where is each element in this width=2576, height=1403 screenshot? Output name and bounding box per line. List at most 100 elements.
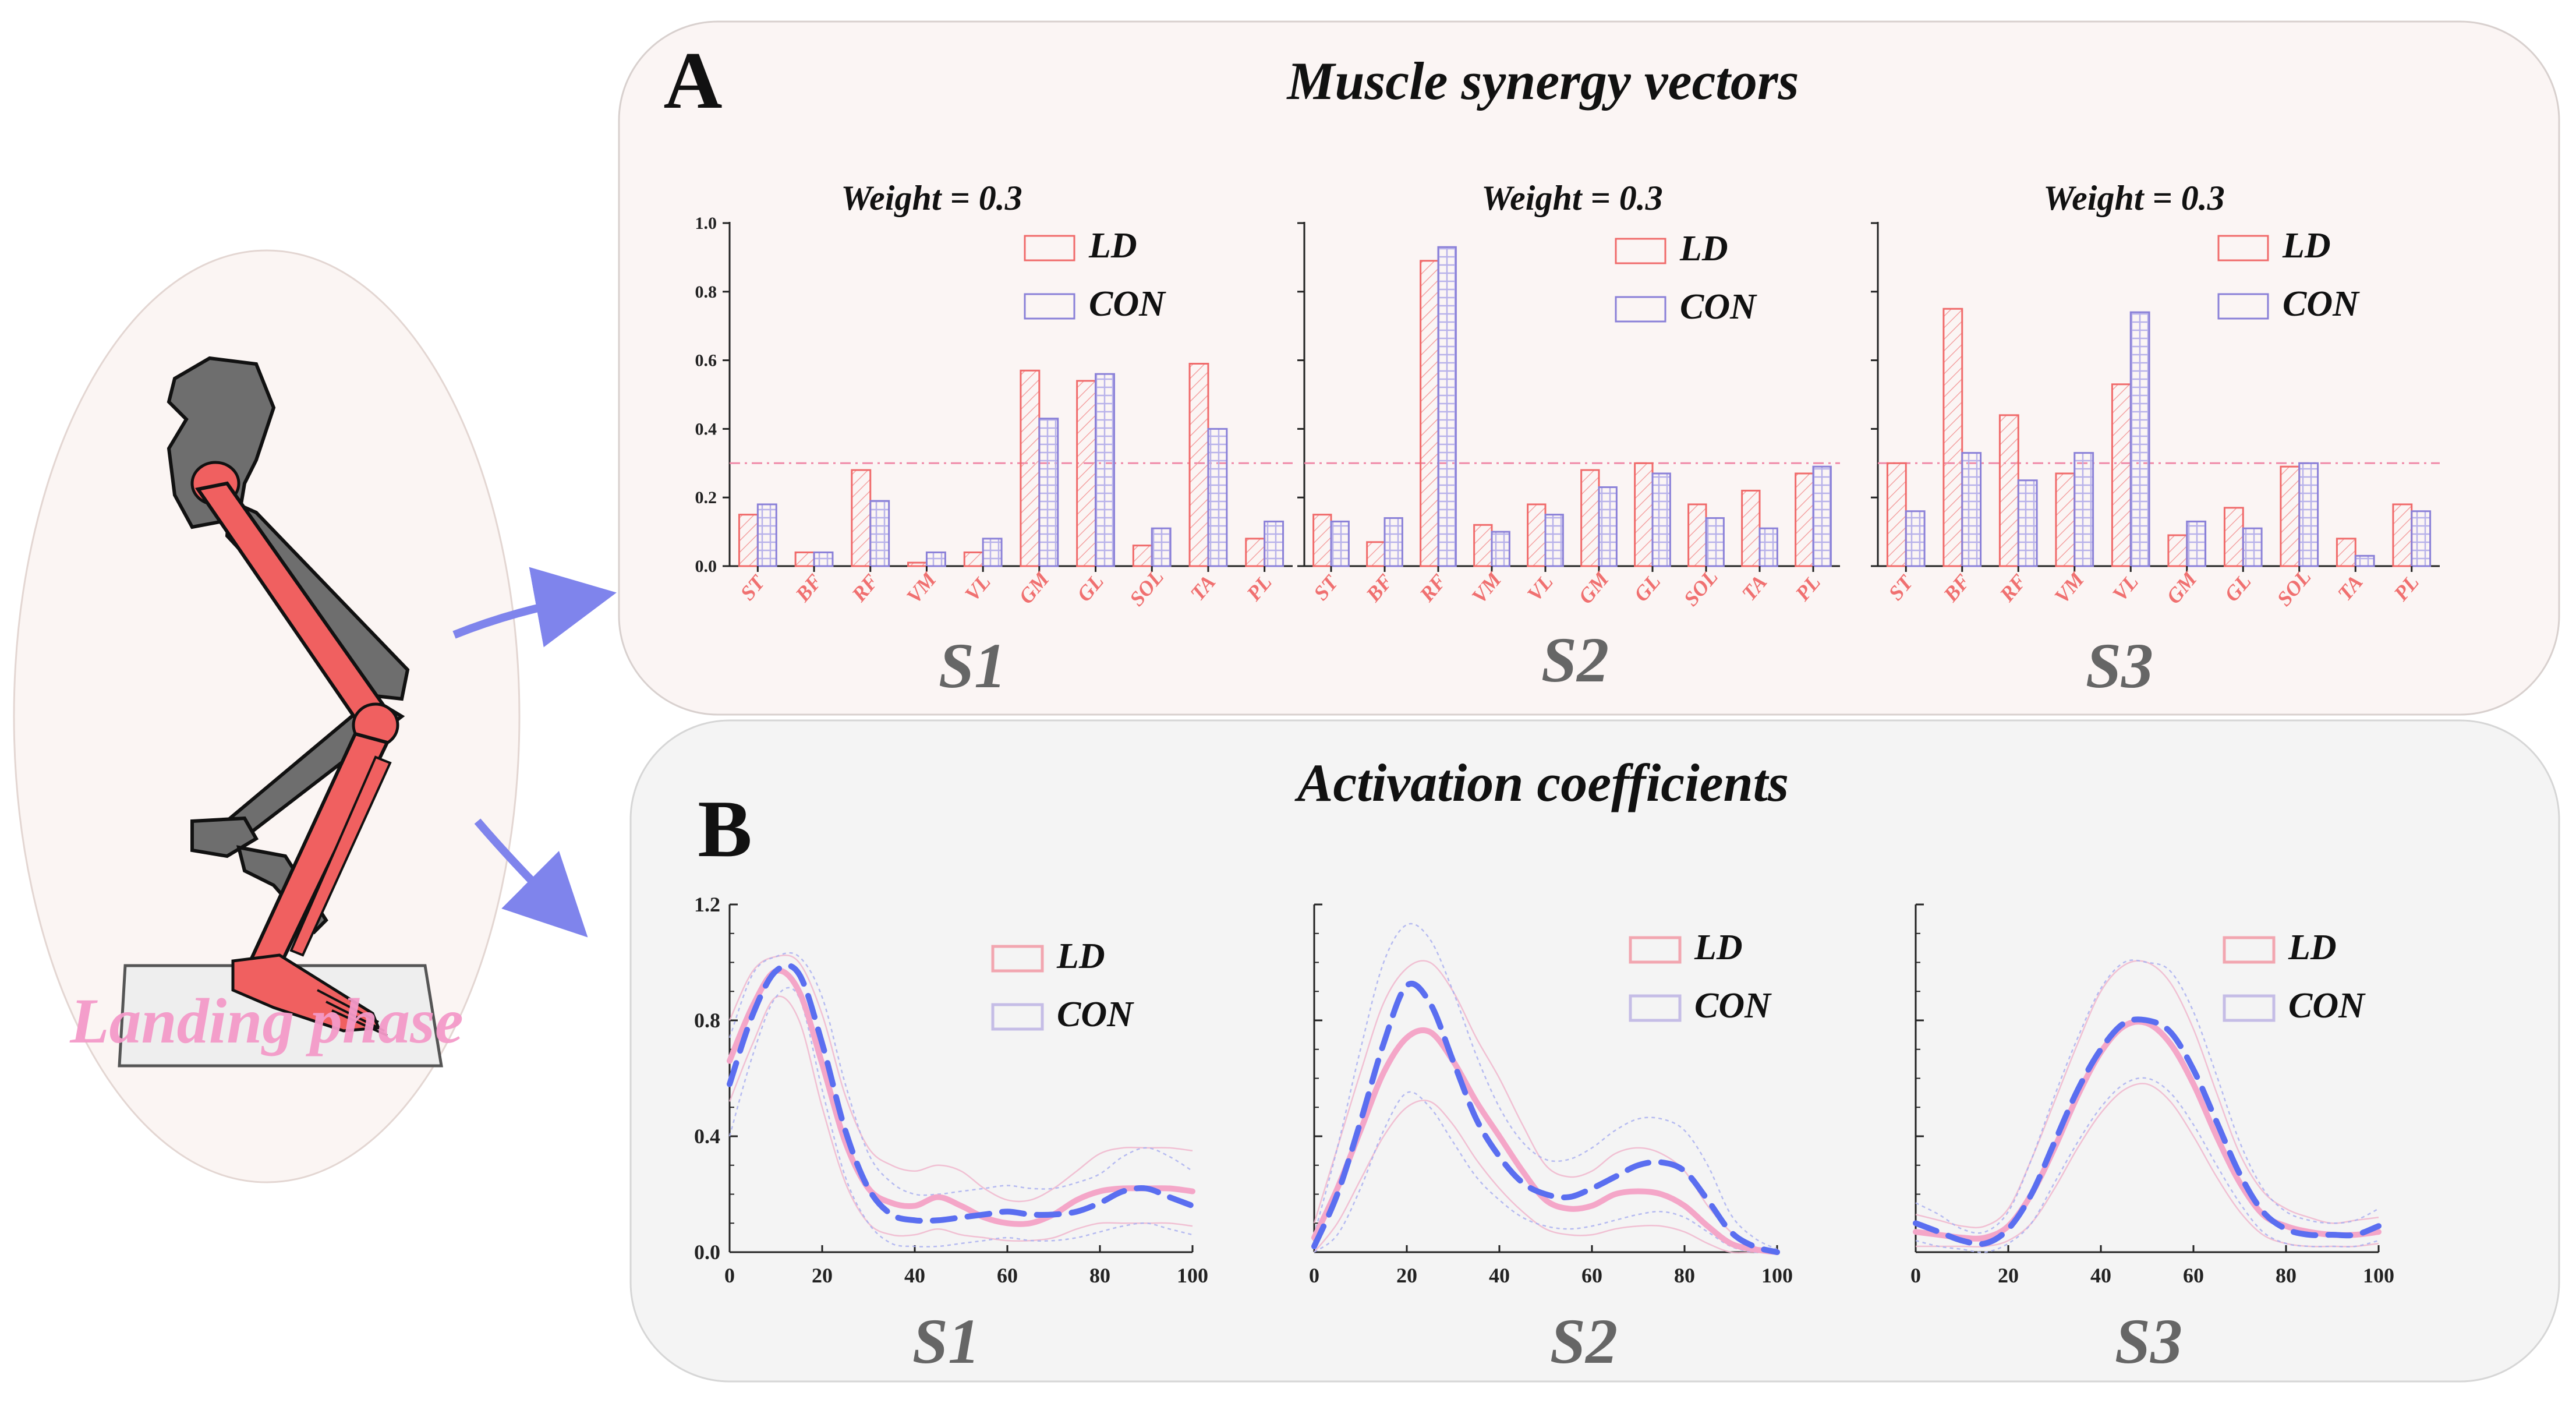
bar-con-vl xyxy=(982,538,1003,567)
legend: LD CON xyxy=(2217,226,2360,324)
y-tick-label: 0.0 xyxy=(695,557,717,576)
bar-ld-sol xyxy=(2280,465,2301,567)
legend: LD CON xyxy=(991,936,1134,1034)
y-tick-label: 1.0 xyxy=(695,214,717,233)
illustration-background xyxy=(13,249,521,1183)
legend-con-swatch xyxy=(1629,994,1682,1022)
legend-con-swatch xyxy=(1615,296,1666,323)
synergy-label: S3 xyxy=(2115,1306,2182,1377)
band-ld-lower xyxy=(728,995,1193,1242)
panel-b-background xyxy=(629,719,2560,1383)
toes-detail-icon xyxy=(317,989,388,1037)
legend-ld-swatch xyxy=(1615,238,1666,264)
x-tick-label: 40 xyxy=(2090,1264,2111,1287)
bar-con-ta xyxy=(2354,554,2375,567)
bar-ld-pl xyxy=(1245,538,1266,567)
bar-con-st xyxy=(1905,510,1926,567)
panel-a-background xyxy=(618,20,2560,716)
x-tick-label: 0 xyxy=(1910,1264,1921,1287)
bar-charts: 0.00.20.40.60.81.0ST BF RF VM VL GM GL SOL TA PLW… xyxy=(695,179,2440,701)
bar-ld-vm xyxy=(907,561,928,567)
bar-ld-gm xyxy=(1580,469,1600,567)
bar-ld-bf xyxy=(1942,308,1963,567)
bar-ld-vm xyxy=(1473,524,1493,567)
x-tick-label: 100 xyxy=(2363,1264,2394,1287)
bar-ld-rf xyxy=(1998,414,2019,567)
bar-con-vl xyxy=(2129,311,2150,567)
x-tick-label: 40 xyxy=(1489,1264,1510,1287)
legend-ld-label: LD xyxy=(1694,928,1743,967)
bar-ld-st xyxy=(1886,462,1907,567)
bar-ld-sol xyxy=(1132,545,1153,567)
bar-con-sol xyxy=(1705,517,1725,567)
y-tick-label: 0.8 xyxy=(694,1009,720,1032)
line-chart-s2: 0 20 40 60 80 100 LD CON S2 xyxy=(1309,903,1793,1377)
bar-con-bf xyxy=(813,551,834,567)
bar-ld-st xyxy=(1312,514,1332,567)
bar-ld-pl xyxy=(2392,503,2413,567)
band-ld-lower xyxy=(1314,1100,1777,1254)
x-tick-label: 60 xyxy=(2183,1264,2204,1287)
band-con-lower xyxy=(1314,1091,1778,1253)
bar-con-vl xyxy=(1544,514,1564,567)
legend-con-label: CON xyxy=(1057,995,1134,1034)
y-tick-label: 1.2 xyxy=(694,893,720,916)
bar-con-rf xyxy=(2017,479,2038,567)
synergy-label: S2 xyxy=(1550,1306,1618,1377)
series-line-con xyxy=(1913,1016,2382,1247)
series-line-con xyxy=(727,962,1195,1224)
arrow-to-panel-b-icon xyxy=(474,818,588,938)
bar-ld-rf xyxy=(851,469,872,567)
series-line-ld xyxy=(727,967,1195,1227)
bar-ld-gl xyxy=(1076,380,1097,567)
bar-ld-gm xyxy=(2167,534,2188,567)
weight-annotation: Weight = 0.3 xyxy=(1481,179,1662,217)
landing-phase-label: Landing phase xyxy=(69,985,463,1056)
bar-ld-sol xyxy=(1687,503,1707,567)
bar-con-rf xyxy=(869,500,890,567)
y-tick-label: 0.0 xyxy=(694,1241,720,1264)
bar-ld-ta xyxy=(2336,538,2356,567)
bar-con-sol xyxy=(2298,462,2319,567)
y-tick-label: 0.2 xyxy=(695,488,717,507)
bar-con-gm xyxy=(1598,486,1618,567)
x-tick-label: 20 xyxy=(812,1264,833,1287)
x-tick-label: 100 xyxy=(1177,1264,1208,1287)
line-chart-s1: 0.0 0.4 0.8 1.2 0 20 40 60 80 100 LD CON S1 xyxy=(694,893,1208,1377)
legend-ld-label: LD xyxy=(2288,928,2337,967)
bar-con-pl xyxy=(2411,510,2432,567)
legend-ld-swatch xyxy=(2217,235,2269,261)
bar-con-gl xyxy=(2242,527,2263,567)
bar-con-pl xyxy=(1812,465,1832,567)
bar-con-vm xyxy=(1491,531,1510,567)
synergy-label: S2 xyxy=(1541,624,1609,695)
panel-b: B Activation coefficients 0.0 0.4 0.8 1.2 0 2… xyxy=(629,719,2560,1383)
bar-ld-gl xyxy=(1634,462,1654,567)
x-tick-label: 80 xyxy=(2276,1264,2297,1287)
legend-con-label: CON xyxy=(1089,284,1166,324)
y-tick-label: 0.6 xyxy=(695,351,717,370)
panel-a-title: Muscle synergy vectors xyxy=(1286,51,1799,111)
weight-annotation: Weight = 0.3 xyxy=(841,179,1022,217)
bar-con-vm xyxy=(925,551,946,567)
weight-annotation: Weight = 0.3 xyxy=(2043,179,2224,217)
bar-ld-st xyxy=(738,514,759,567)
legend-ld-label: LD xyxy=(1088,226,1137,266)
bar-con-sol xyxy=(1151,527,1172,567)
legend-ld-swatch xyxy=(991,945,1044,973)
bar-con-st xyxy=(1330,520,1350,567)
synergy-label: S1 xyxy=(912,1306,980,1377)
panel-b-letter: B xyxy=(698,784,752,874)
x-tick-label: 20 xyxy=(1998,1264,2019,1287)
legend-con-swatch xyxy=(2223,994,2276,1022)
bar-ld-ta xyxy=(1741,489,1761,567)
synergy-label: S1 xyxy=(939,630,1006,701)
bar-ld-bf xyxy=(1366,541,1386,567)
bar-con-rf xyxy=(1437,246,1457,567)
legend-con-swatch xyxy=(1024,293,1075,320)
legend-con-label: CON xyxy=(1694,986,1772,1026)
legend-ld-swatch xyxy=(1629,936,1682,964)
line-chart-s3: 0 20 40 60 80 100 LD CON S3 xyxy=(1910,903,2394,1377)
y-tick-label: 0.4 xyxy=(694,1125,720,1148)
